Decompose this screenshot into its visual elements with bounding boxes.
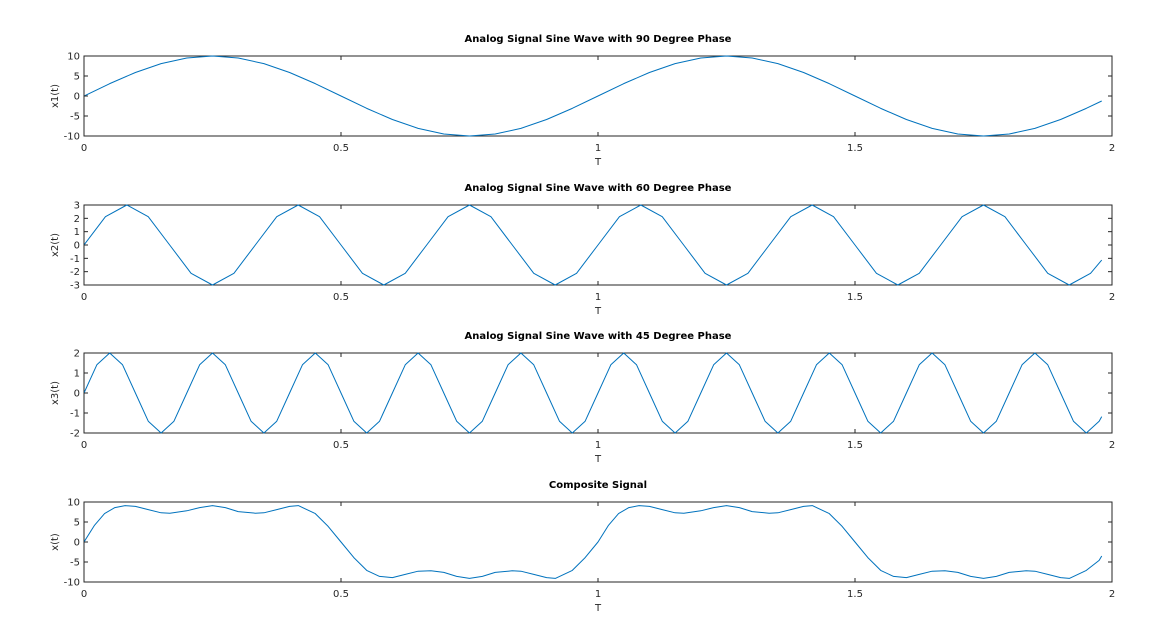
y-tick-label: 2 — [74, 214, 80, 225]
x-tick-label: 2 — [1109, 589, 1115, 600]
x-tick-label: 2 — [1109, 143, 1115, 154]
y-tick-label: -5 — [70, 112, 80, 123]
x-axis-label: T — [594, 603, 602, 614]
y-tick-label: 0 — [74, 92, 80, 103]
y-tick-label: 10 — [67, 52, 80, 63]
x-tick-label: 2 — [1109, 292, 1115, 303]
subplot-1: 0 0.5 1 1.5 2 -10 -5 0 5 10 Analog Signal Sine Wav… — [50, 34, 1115, 168]
x-tick-label: 0.5 — [333, 292, 349, 303]
y-tick-label: 10 — [67, 498, 80, 509]
chart-title: Composite Signal — [549, 480, 647, 491]
x-tick-label: 2 — [1109, 440, 1115, 451]
x-axis-label: T — [594, 157, 602, 168]
x-tick-label: 0.5 — [333, 143, 349, 154]
y-tick-label: 5 — [74, 518, 80, 529]
x-tick-label: 0.5 — [333, 440, 349, 451]
y-tick-label: -3 — [70, 281, 80, 292]
y-axis-label: x2(t) — [50, 233, 61, 257]
x-tick-label: 0.5 — [333, 589, 349, 600]
chart-title: Analog Signal Sine Wave with 45 Degree P… — [465, 331, 732, 342]
y-tick-label: -1 — [70, 254, 80, 265]
y-axis-label: x(t) — [50, 533, 61, 551]
series-line — [84, 204, 1103, 286]
y-tick-label: 1 — [74, 227, 80, 238]
subplot-4: 0 0.5 1 1.5 2 -10 -5 0 5 10 Composite Signal Tx(t) — [50, 480, 1115, 614]
y-axis-label: x1(t) — [50, 84, 61, 108]
x-tick-label: 0 — [81, 143, 87, 154]
x-tick-label: 1.5 — [847, 292, 863, 303]
y-tick-label: 1 — [74, 369, 80, 380]
chart-title: Analog Signal Sine Wave with 60 Degree P… — [465, 183, 732, 194]
x-tick-label: 0 — [81, 440, 87, 451]
y-tick-label: 2 — [74, 349, 80, 360]
chart-title: Analog Signal Sine Wave with 90 Degree P… — [465, 34, 732, 45]
x-tick-label: 1 — [595, 589, 601, 600]
y-tick-label: -10 — [64, 578, 80, 589]
y-tick-label: -5 — [70, 558, 80, 569]
x-tick-label: 0 — [81, 589, 87, 600]
x-axis-label: T — [594, 306, 602, 317]
series-line — [84, 55, 1102, 137]
subplot-3: 0 0.5 1 1.5 2 -2 -1 0 1 2 Analog Signal Sine Wave … — [50, 331, 1115, 465]
y-tick-label: 0 — [74, 538, 80, 549]
y-tick-label: 5 — [74, 72, 80, 83]
x-tick-label: 1.5 — [847, 440, 863, 451]
subplot-2: 0 0.5 1 1.5 2 -3 -2 -1 0 1 2 3 Analog Signal Sine Wa… — [50, 183, 1115, 317]
y-tick-label: 0 — [74, 389, 80, 400]
y-tick-label: -2 — [70, 429, 80, 440]
x-tick-label: 1 — [595, 292, 601, 303]
x-axis-label: T — [594, 454, 602, 465]
y-axis-label: x3(t) — [50, 381, 61, 405]
y-tick-label: 3 — [74, 201, 80, 212]
x-tick-label: 1.5 — [847, 143, 863, 154]
x-tick-label: 0 — [81, 292, 87, 303]
x-tick-label: 1.5 — [847, 589, 863, 600]
y-tick-label: -1 — [70, 409, 80, 420]
series-line — [84, 352, 1103, 434]
y-tick-label: -2 — [70, 267, 80, 278]
y-tick-label: -10 — [64, 132, 80, 143]
series-line — [84, 505, 1103, 579]
y-tick-label: 0 — [74, 241, 80, 252]
x-tick-label: 1 — [595, 440, 601, 451]
x-tick-label: 1 — [595, 143, 601, 154]
